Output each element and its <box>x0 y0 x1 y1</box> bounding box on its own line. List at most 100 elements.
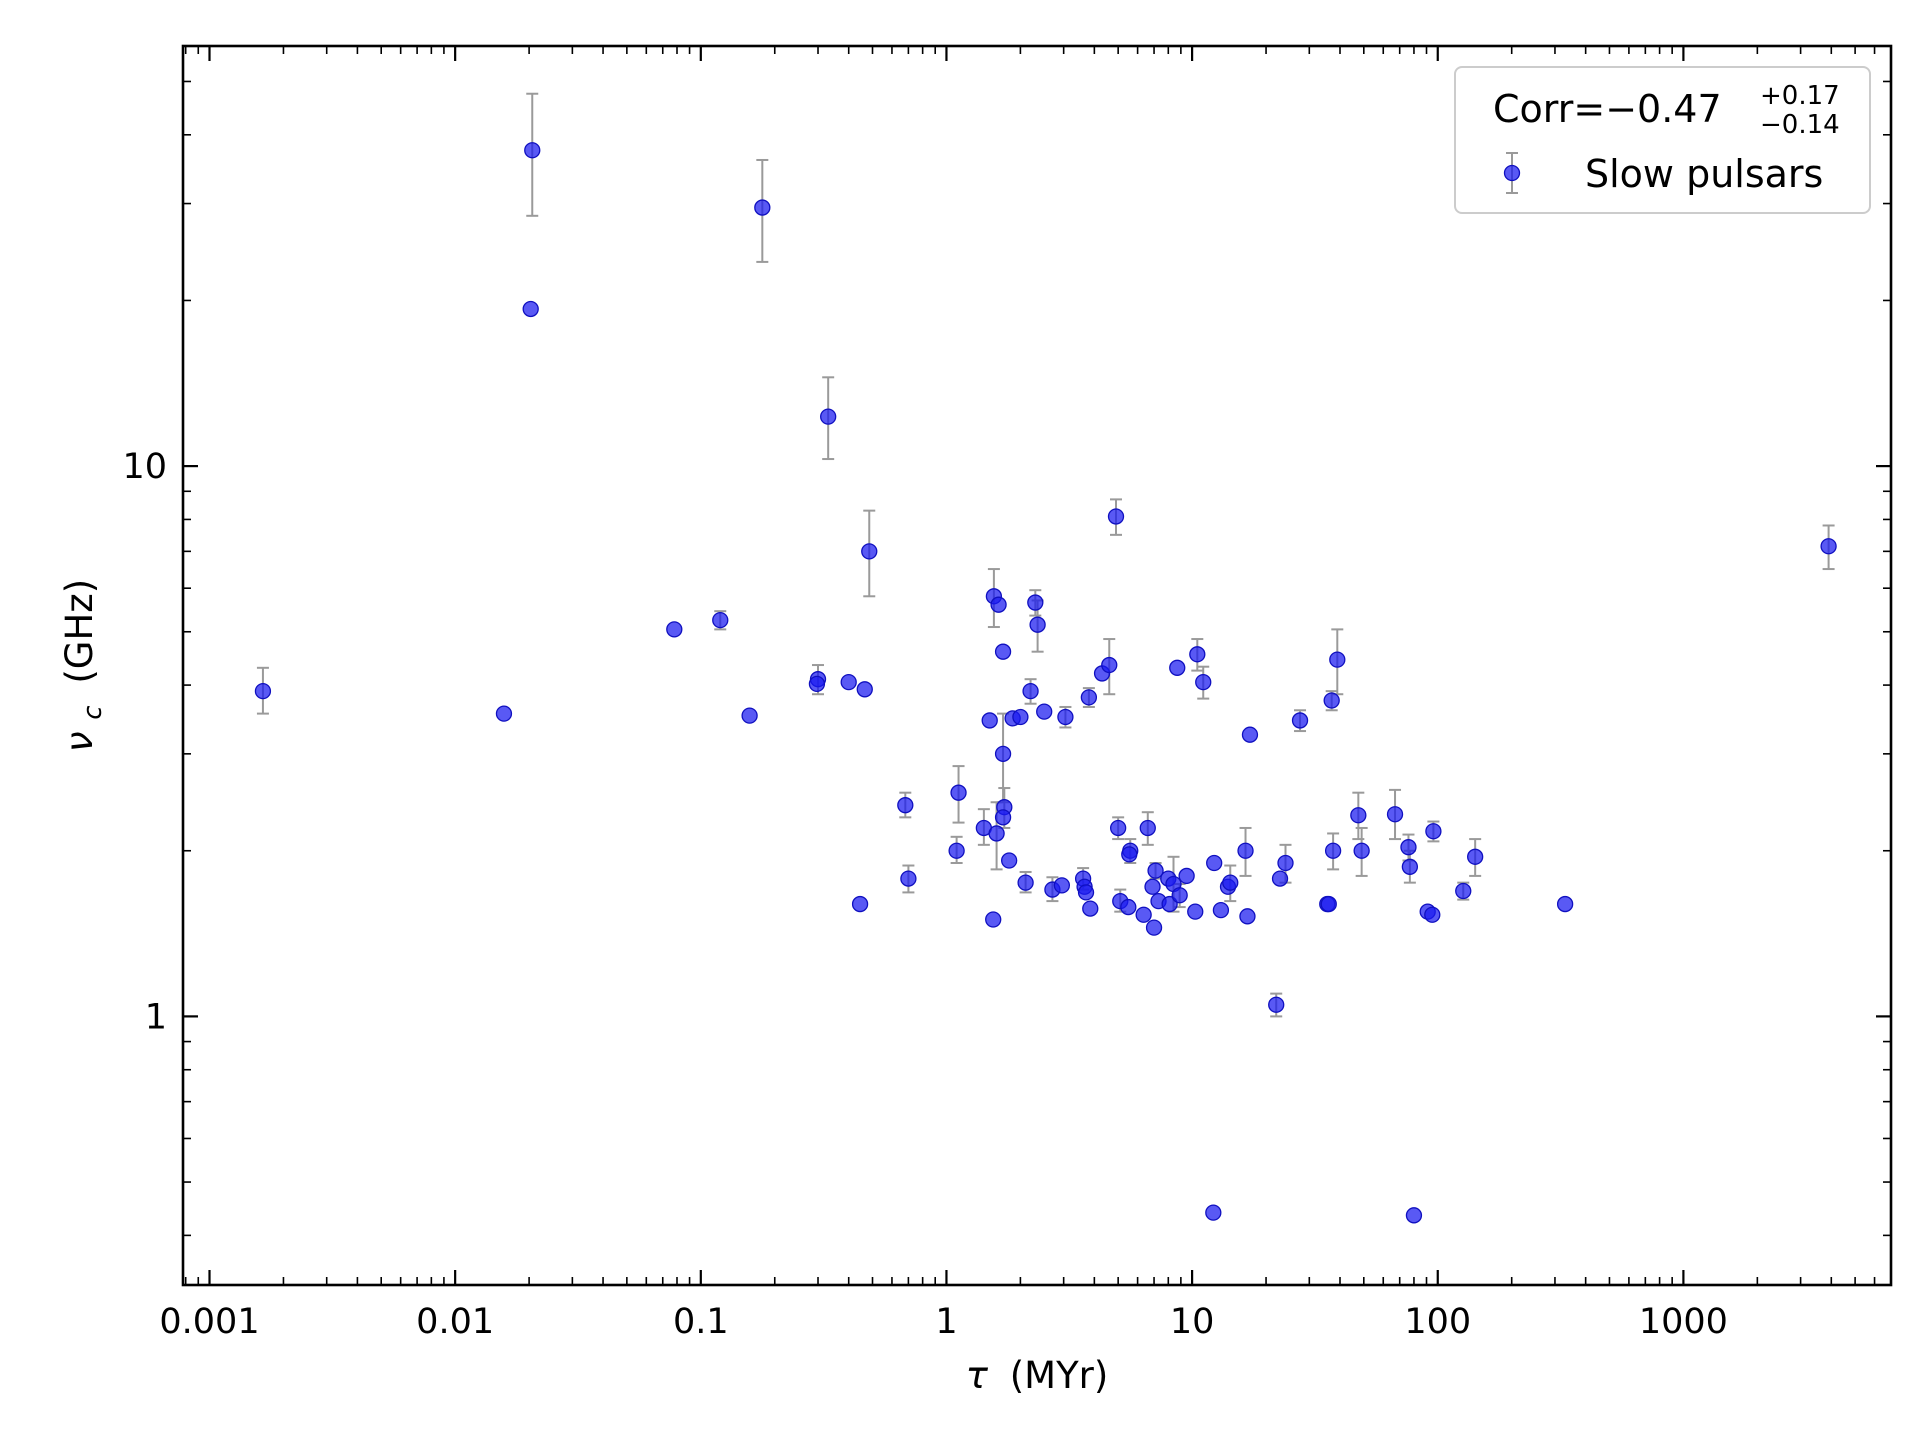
data-points <box>254 142 1837 1224</box>
x-tick-label: 0.01 <box>416 1302 494 1342</box>
data-point <box>1323 692 1340 709</box>
data-point <box>994 745 1012 762</box>
data-point <box>754 199 771 216</box>
data-point <box>950 784 967 801</box>
data-point <box>1405 1207 1423 1224</box>
data-point <box>1053 877 1071 894</box>
data-point <box>1324 842 1342 859</box>
x-axis-label: τ (MYr) <box>966 1354 1109 1397</box>
data-point <box>712 611 729 629</box>
major-ticks <box>183 46 1891 1285</box>
data-point <box>1001 852 1018 869</box>
legend-marker <box>1503 152 1521 194</box>
minor-ticks <box>183 46 1891 1285</box>
data-point <box>1241 726 1259 743</box>
data-point <box>1187 903 1204 920</box>
data-point <box>1121 846 1138 863</box>
data-point <box>1080 689 1098 706</box>
data-point <box>1082 900 1099 917</box>
data-point <box>666 621 683 638</box>
y-tick-label: 10 <box>122 447 167 487</box>
x-tick-label: 0.1 <box>673 1302 729 1342</box>
data-point <box>1012 708 1029 726</box>
data-point <box>522 300 539 318</box>
legend-corr-value: Corr=−0.47 <box>1493 87 1722 131</box>
data-point <box>1206 854 1223 872</box>
legend-box <box>1454 66 1871 214</box>
data-point <box>1057 708 1074 726</box>
data-point <box>948 842 965 859</box>
data-point <box>990 596 1007 613</box>
data-point <box>900 870 917 887</box>
data-point <box>1101 656 1118 674</box>
data-point <box>994 643 1012 660</box>
y-axis-label: ν c (GHz) <box>58 579 110 752</box>
data-point <box>1169 659 1186 676</box>
data-point <box>851 895 869 913</box>
data-point <box>1556 895 1574 913</box>
data-point <box>1277 854 1294 872</box>
legend: Corr=−0.47 +0.17 −0.14 Slow pulsars <box>1454 66 1871 214</box>
data-point <box>1237 842 1254 859</box>
legend-correlation: Corr=−0.47 <box>1493 87 1722 131</box>
data-point <box>1212 901 1230 919</box>
plot-frame <box>181 44 1893 1287</box>
data-point <box>1139 819 1156 837</box>
data-point <box>1107 508 1125 525</box>
data-point <box>1022 682 1039 700</box>
data-point <box>1171 887 1188 904</box>
data-point <box>988 825 1005 842</box>
x-tick-label: 1000 <box>1639 1302 1728 1342</box>
data-point <box>840 673 857 691</box>
data-point <box>1386 806 1404 823</box>
legend-corr-plus: +0.17 <box>1760 81 1840 111</box>
y-axis-symbol: ν <box>58 731 101 752</box>
data-point <box>1350 807 1367 824</box>
y-tick-label: 1 <box>145 997 167 1037</box>
data-point <box>1135 906 1152 923</box>
data-point <box>1077 884 1095 901</box>
data-point <box>1291 712 1309 729</box>
x-tick-label: 100 <box>1404 1302 1471 1342</box>
y-axis-unit: (GHz) <box>58 579 101 684</box>
data-point <box>1195 673 1212 691</box>
data-point <box>1178 867 1195 885</box>
y-axis-subscript: c <box>78 705 108 719</box>
tick-labels: 0.001 0.01 0.1 1 10 100 1000 1 10 <box>122 447 1727 1342</box>
data-point <box>1017 874 1034 891</box>
data-point <box>1329 651 1346 668</box>
data-point <box>981 712 998 729</box>
data-point <box>1353 842 1370 859</box>
data-point <box>1268 996 1285 1013</box>
data-point <box>1320 895 1337 913</box>
data-point <box>1029 616 1046 633</box>
data-point <box>1820 538 1837 555</box>
data-point <box>897 797 914 814</box>
data-point <box>1147 862 1164 879</box>
data-point <box>1036 703 1053 720</box>
data-point <box>1205 1204 1222 1221</box>
data-point <box>994 809 1012 826</box>
error-bars <box>256 92 1835 1018</box>
data-point <box>1401 858 1419 875</box>
data-point <box>495 705 513 722</box>
x-axis-unit: (MYr) <box>1010 1354 1109 1397</box>
data-point <box>1222 874 1239 891</box>
data-point <box>1145 919 1163 936</box>
data-point <box>985 911 1002 928</box>
x-tick-label: 1 <box>935 1302 957 1342</box>
x-axis-symbol: τ <box>966 1354 989 1397</box>
data-point <box>1467 848 1484 865</box>
data-point <box>1239 908 1256 925</box>
legend-corr-minus: −0.14 <box>1760 110 1840 140</box>
legend-series-label: Slow pulsars <box>1585 152 1823 196</box>
data-point <box>524 142 541 159</box>
data-point <box>1189 646 1206 663</box>
x-tick-label: 10 <box>1170 1302 1215 1342</box>
data-point <box>1027 594 1044 611</box>
data-point <box>741 707 758 724</box>
data-point <box>254 682 272 700</box>
data-point <box>1144 878 1161 895</box>
data-point <box>856 681 873 698</box>
